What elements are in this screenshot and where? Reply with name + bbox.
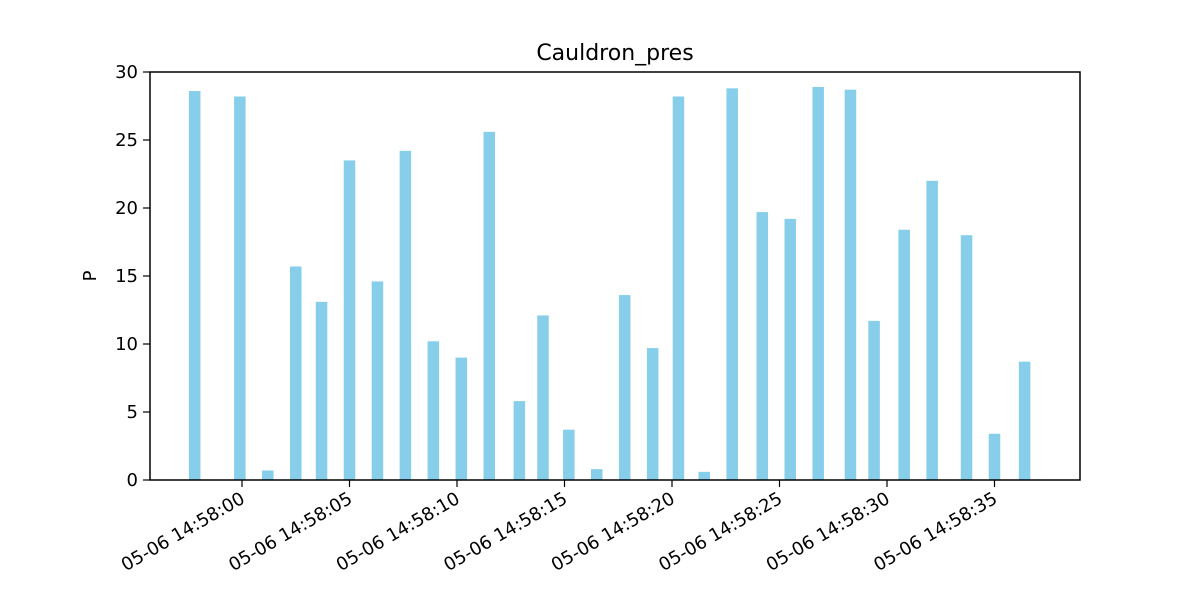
bar-17 xyxy=(672,96,685,480)
y-tick-label-5: 25 xyxy=(115,130,138,151)
bar-5 xyxy=(343,160,356,480)
bar-4 xyxy=(315,301,328,480)
bar-11 xyxy=(513,401,526,480)
y-axis: 0 5 10 15 20 25 30 xyxy=(115,62,150,491)
bar-3 xyxy=(290,266,302,480)
bar-18 xyxy=(698,471,710,480)
bar-23 xyxy=(844,89,857,481)
bar-9 xyxy=(455,357,468,480)
bar-25 xyxy=(898,229,910,480)
y-tick-label-1: 5 xyxy=(127,402,138,423)
bar-13 xyxy=(563,429,575,480)
bar-21 xyxy=(784,218,796,480)
bar-16 xyxy=(646,348,659,480)
bar-1 xyxy=(234,96,246,480)
bar-12 xyxy=(537,315,549,480)
bar-8 xyxy=(427,341,440,480)
bar-29 xyxy=(1018,361,1031,480)
bar-0 xyxy=(188,91,201,480)
y-tick-label-2: 10 xyxy=(115,334,138,355)
y-tick-label-0: 0 xyxy=(127,470,138,491)
bar-26 xyxy=(926,180,938,481)
bar-7 xyxy=(399,150,412,480)
plot-frame xyxy=(149,71,1081,481)
bar-22 xyxy=(812,86,824,481)
bar-24 xyxy=(868,320,880,480)
y-tick-label-6: 30 xyxy=(115,62,138,83)
bar-19 xyxy=(726,88,738,480)
bar-28 xyxy=(988,433,1001,480)
y-tick-label-4: 20 xyxy=(115,198,138,219)
bar-14 xyxy=(591,469,603,480)
bar-15 xyxy=(618,295,631,480)
bar-20 xyxy=(756,212,769,480)
bar-10 xyxy=(483,131,495,480)
bar-27 xyxy=(960,235,973,480)
y-axis-label: P xyxy=(80,270,101,281)
bars-group xyxy=(188,86,1031,481)
chart-title: Cauldron_pres xyxy=(536,41,693,66)
bar-6 xyxy=(371,281,384,480)
y-tick-label-3: 15 xyxy=(115,266,138,287)
bar-2 xyxy=(262,470,274,480)
